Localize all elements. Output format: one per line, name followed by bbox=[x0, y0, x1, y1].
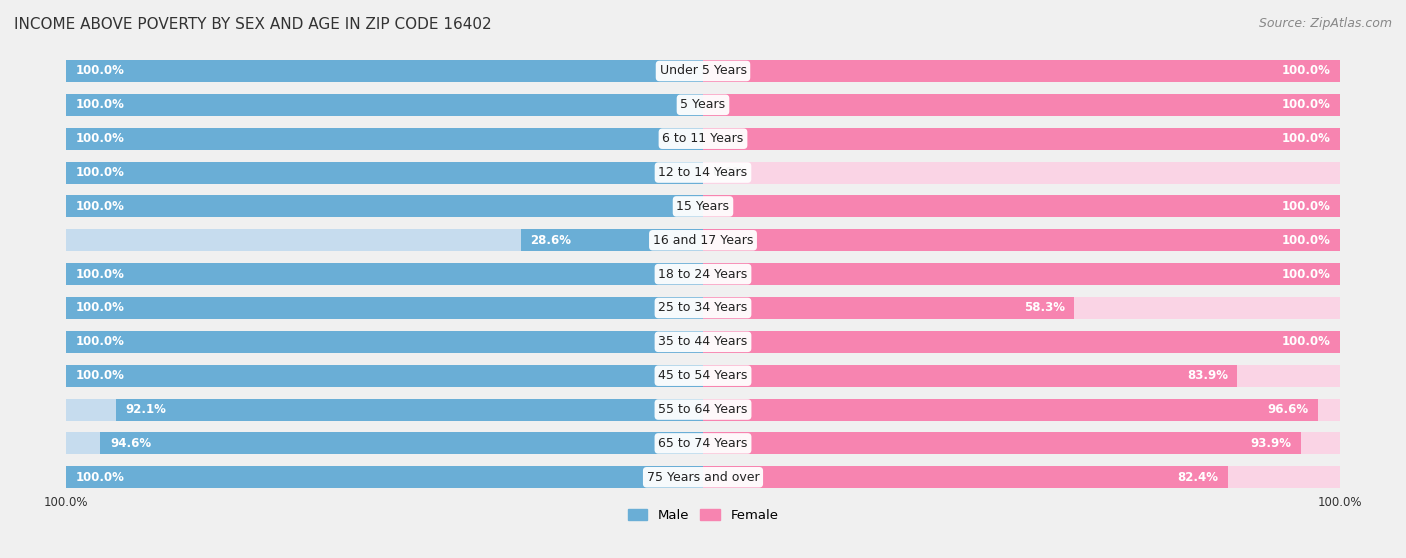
Text: 82.4%: 82.4% bbox=[1177, 471, 1219, 484]
Text: 15 Years: 15 Years bbox=[676, 200, 730, 213]
Text: 65 to 74 Years: 65 to 74 Years bbox=[658, 437, 748, 450]
Bar bbox=[66, 60, 703, 82]
Bar bbox=[66, 94, 703, 116]
Text: 0.0%: 0.0% bbox=[713, 166, 745, 179]
Bar bbox=[703, 128, 1340, 150]
Bar bbox=[117, 398, 703, 421]
Text: 6 to 11 Years: 6 to 11 Years bbox=[662, 132, 744, 145]
Bar bbox=[703, 60, 1340, 82]
Bar bbox=[703, 331, 1340, 353]
Text: INCOME ABOVE POVERTY BY SEX AND AGE IN ZIP CODE 16402: INCOME ABOVE POVERTY BY SEX AND AGE IN Z… bbox=[14, 17, 492, 32]
Text: 100.0%: 100.0% bbox=[76, 369, 124, 382]
Text: 100.0%: 100.0% bbox=[1282, 335, 1330, 348]
Text: 5 Years: 5 Years bbox=[681, 98, 725, 112]
Bar bbox=[66, 94, 703, 116]
Bar bbox=[66, 466, 703, 488]
Bar bbox=[703, 128, 1340, 150]
Text: Under 5 Years: Under 5 Years bbox=[659, 65, 747, 78]
Bar bbox=[66, 263, 703, 285]
Bar bbox=[703, 398, 1319, 421]
Text: 100.0%: 100.0% bbox=[1317, 496, 1362, 509]
Text: 58.3%: 58.3% bbox=[1024, 301, 1064, 315]
Bar bbox=[703, 432, 1340, 454]
Text: 100.0%: 100.0% bbox=[76, 200, 124, 213]
Bar bbox=[66, 229, 703, 251]
Bar bbox=[703, 331, 1340, 353]
Bar bbox=[66, 466, 703, 488]
Text: 55 to 64 Years: 55 to 64 Years bbox=[658, 403, 748, 416]
Bar bbox=[703, 466, 1340, 488]
Bar bbox=[703, 263, 1340, 285]
Text: 100.0%: 100.0% bbox=[1282, 98, 1330, 112]
Text: 83.9%: 83.9% bbox=[1187, 369, 1227, 382]
Text: 100.0%: 100.0% bbox=[76, 335, 124, 348]
Bar bbox=[66, 128, 703, 150]
Bar bbox=[703, 60, 1340, 82]
Bar bbox=[520, 229, 703, 251]
Bar bbox=[703, 195, 1340, 218]
Text: 94.6%: 94.6% bbox=[110, 437, 150, 450]
Bar bbox=[100, 432, 703, 454]
Bar bbox=[66, 331, 703, 353]
Bar bbox=[66, 297, 703, 319]
Text: 100.0%: 100.0% bbox=[76, 471, 124, 484]
Bar bbox=[703, 229, 1340, 251]
Bar bbox=[66, 365, 703, 387]
Bar bbox=[703, 94, 1340, 116]
Text: 100.0%: 100.0% bbox=[76, 301, 124, 315]
Text: 100.0%: 100.0% bbox=[76, 98, 124, 112]
Bar bbox=[66, 432, 703, 454]
Bar bbox=[703, 365, 1237, 387]
Text: 35 to 44 Years: 35 to 44 Years bbox=[658, 335, 748, 348]
Bar bbox=[66, 398, 703, 421]
Text: 92.1%: 92.1% bbox=[127, 403, 167, 416]
Bar bbox=[703, 94, 1340, 116]
Bar bbox=[66, 128, 703, 150]
Text: 100.0%: 100.0% bbox=[76, 65, 124, 78]
Bar bbox=[66, 297, 703, 319]
Text: 100.0%: 100.0% bbox=[1282, 268, 1330, 281]
Bar bbox=[703, 365, 1340, 387]
Bar bbox=[66, 60, 703, 82]
Text: 18 to 24 Years: 18 to 24 Years bbox=[658, 268, 748, 281]
Bar bbox=[703, 229, 1340, 251]
Text: 93.9%: 93.9% bbox=[1250, 437, 1292, 450]
Bar bbox=[66, 331, 703, 353]
Bar bbox=[66, 263, 703, 285]
Text: 45 to 54 Years: 45 to 54 Years bbox=[658, 369, 748, 382]
Legend: Male, Female: Male, Female bbox=[623, 503, 783, 527]
Text: 100.0%: 100.0% bbox=[1282, 234, 1330, 247]
Text: 100.0%: 100.0% bbox=[44, 496, 89, 509]
Bar bbox=[66, 162, 703, 184]
Text: 12 to 14 Years: 12 to 14 Years bbox=[658, 166, 748, 179]
Bar bbox=[703, 466, 1227, 488]
Text: 100.0%: 100.0% bbox=[1282, 132, 1330, 145]
Text: 100.0%: 100.0% bbox=[1282, 200, 1330, 213]
Bar bbox=[66, 195, 703, 218]
Bar bbox=[66, 365, 703, 387]
Text: 96.6%: 96.6% bbox=[1268, 403, 1309, 416]
Bar bbox=[66, 195, 703, 218]
Bar bbox=[703, 195, 1340, 218]
Text: 100.0%: 100.0% bbox=[1282, 65, 1330, 78]
Bar bbox=[703, 398, 1340, 421]
Bar bbox=[703, 297, 1074, 319]
Bar bbox=[703, 263, 1340, 285]
Bar bbox=[703, 162, 1340, 184]
Text: 100.0%: 100.0% bbox=[76, 166, 124, 179]
Bar bbox=[703, 297, 1340, 319]
Text: 25 to 34 Years: 25 to 34 Years bbox=[658, 301, 748, 315]
Bar bbox=[66, 162, 703, 184]
Text: Source: ZipAtlas.com: Source: ZipAtlas.com bbox=[1258, 17, 1392, 30]
Text: 100.0%: 100.0% bbox=[76, 268, 124, 281]
Text: 100.0%: 100.0% bbox=[76, 132, 124, 145]
Text: 28.6%: 28.6% bbox=[530, 234, 571, 247]
Text: 16 and 17 Years: 16 and 17 Years bbox=[652, 234, 754, 247]
Text: 75 Years and over: 75 Years and over bbox=[647, 471, 759, 484]
Bar bbox=[703, 432, 1301, 454]
